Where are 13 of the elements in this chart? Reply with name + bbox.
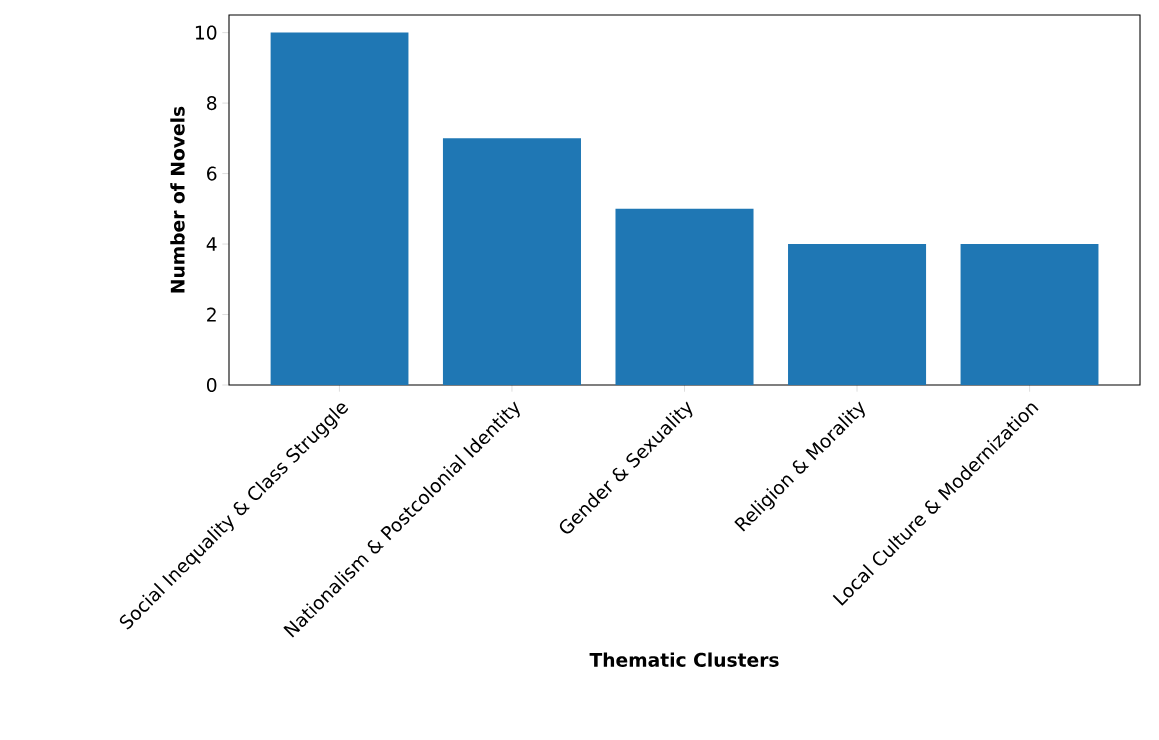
- bar: [788, 244, 927, 385]
- y-axis-title: Number of Novels: [170, 106, 185, 293]
- y-tick-label: 6: [207, 166, 217, 181]
- bar: [270, 32, 409, 385]
- bar: [960, 244, 1099, 385]
- y-tick-label: 0: [206, 377, 217, 393]
- bar: [615, 208, 754, 385]
- y-tick-label: 8: [207, 96, 217, 111]
- y-tick-label: 4: [206, 237, 217, 251]
- x-axis-title: Thematic Clusters: [589, 652, 779, 667]
- y-tick-label: 10: [195, 25, 217, 40]
- bar: [442, 138, 581, 385]
- y-tick-label: 2: [207, 307, 216, 322]
